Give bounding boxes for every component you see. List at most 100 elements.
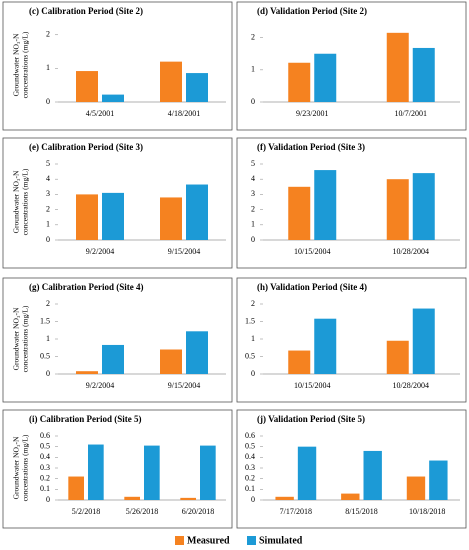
x-tick-label: 9/2/2004 xyxy=(86,247,114,256)
bar xyxy=(297,446,317,500)
y-tick-label: 0.3 xyxy=(245,463,255,472)
y-axis-label: Groundwater NO₃-N xyxy=(12,307,21,370)
x-tick-label: 9/15/2004 xyxy=(168,247,200,256)
y-tick-label: 1.5 xyxy=(40,316,50,325)
y-tick-label: 0.3 xyxy=(40,463,50,472)
y-tick-label: 2 xyxy=(251,204,255,213)
panel-border xyxy=(236,1,467,131)
x-tick-label: 5/26/2018 xyxy=(126,507,158,516)
x-tick-label: 10/28/2004 xyxy=(393,247,429,256)
panel-title: (h) Validation Period (Site 4) xyxy=(257,282,367,292)
panel-border xyxy=(236,409,467,529)
x-tick-label: 10/7/2001 xyxy=(395,109,427,118)
bar xyxy=(288,62,311,102)
panel-border xyxy=(2,409,233,529)
bar xyxy=(275,496,294,500)
y-tick-label: 2 xyxy=(46,30,50,39)
bar xyxy=(363,450,382,500)
y-tick-label: 0 xyxy=(46,235,50,244)
bar xyxy=(68,476,84,500)
panel-border xyxy=(2,277,233,403)
y-tick-label: 2 xyxy=(46,299,50,308)
bar xyxy=(124,496,140,500)
y-tick-label: 4 xyxy=(251,174,255,183)
bar xyxy=(102,344,124,374)
bar xyxy=(76,371,98,374)
y-tick-label: 0.5 xyxy=(40,351,50,360)
panel-title: (i) Calibration Period (Site 5) xyxy=(29,414,141,424)
y-tick-label: 0.5 xyxy=(245,351,255,360)
y-tick-label: 0 xyxy=(46,369,50,378)
bar xyxy=(406,476,426,500)
y-tick-label: 1 xyxy=(251,334,255,343)
y-tick-label: 1 xyxy=(46,334,50,343)
bar xyxy=(102,192,124,240)
panel-border xyxy=(2,1,233,131)
y-tick-label: 0.1 xyxy=(245,484,255,493)
y-tick-label: 3 xyxy=(46,189,50,198)
bar xyxy=(288,350,311,374)
y-axis-label: Groundwater NO₃-N xyxy=(12,436,21,499)
bar xyxy=(160,197,182,240)
bar xyxy=(429,460,448,500)
x-tick-label: 4/18/2001 xyxy=(168,109,200,118)
y-tick-label: 1 xyxy=(46,63,50,72)
y-tick-label: 0.6 xyxy=(245,431,255,440)
y-tick-label: 2 xyxy=(251,32,255,41)
bar xyxy=(180,497,196,500)
panel-title: (g) Calibration Period (Site 4) xyxy=(29,282,143,292)
legend-swatch xyxy=(247,536,256,545)
y-tick-label: 4 xyxy=(46,174,50,183)
bar xyxy=(386,32,409,102)
bar xyxy=(412,173,435,240)
legend-swatch xyxy=(175,536,184,545)
x-tick-label: 6/20/2018 xyxy=(182,507,214,516)
bar xyxy=(288,186,311,240)
panel-title: (j) Validation Period (Site 5) xyxy=(257,414,365,424)
y-tick-label: 0.5 xyxy=(245,441,255,450)
x-tick-label: 9/2/2004 xyxy=(86,381,114,390)
bar xyxy=(314,53,337,102)
x-tick-label: 4/5/2001 xyxy=(86,109,114,118)
bar xyxy=(314,170,337,240)
y-tick-label: 0 xyxy=(251,97,255,106)
panel-title: (c) Calibration Period (Site 2) xyxy=(29,6,143,16)
y-tick-label: 2 xyxy=(46,204,50,213)
y-tick-label: 0 xyxy=(46,495,50,504)
x-tick-label: 5/2/2018 xyxy=(72,507,100,516)
y-tick-label: 1 xyxy=(251,220,255,229)
bar xyxy=(76,71,98,102)
legend-label: Simulated xyxy=(259,535,303,546)
y-tick-label: 5 xyxy=(251,159,255,168)
bar xyxy=(102,94,124,102)
bar xyxy=(200,445,216,500)
panel-title: (d) Validation Period (Site 2) xyxy=(257,6,367,16)
x-tick-label: 8/15/2018 xyxy=(345,507,377,516)
y-tick-label: 0.1 xyxy=(40,484,50,493)
bar xyxy=(160,349,182,374)
x-tick-label: 10/15/2004 xyxy=(294,247,330,256)
bar xyxy=(412,308,435,374)
y-axis-label: concentrations (mg/L) xyxy=(21,31,30,98)
y-axis-label: Groundwater NO₃-N xyxy=(12,170,21,233)
panel-border xyxy=(2,137,233,269)
bar xyxy=(76,194,98,240)
x-tick-label: 9/23/2001 xyxy=(296,109,328,118)
y-tick-label: 0 xyxy=(251,369,255,378)
x-tick-label: 9/15/2004 xyxy=(168,381,200,390)
legend-label: Measured xyxy=(187,535,230,546)
x-tick-label: 7/17/2018 xyxy=(280,507,312,516)
y-tick-label: 0.6 xyxy=(40,431,50,440)
bar xyxy=(144,445,160,500)
bar xyxy=(186,184,208,240)
bar xyxy=(314,318,337,374)
y-axis-label: concentrations (mg/L) xyxy=(21,168,30,235)
x-tick-label: 10/15/2004 xyxy=(294,381,330,390)
panel-title: (f) Validation Period (Site 3) xyxy=(257,142,365,152)
y-tick-label: 1.5 xyxy=(245,316,255,325)
y-tick-label: 0.4 xyxy=(245,452,255,461)
y-tick-label: 5 xyxy=(46,159,50,168)
y-tick-label: 1 xyxy=(251,65,255,74)
panel-border xyxy=(236,277,467,403)
